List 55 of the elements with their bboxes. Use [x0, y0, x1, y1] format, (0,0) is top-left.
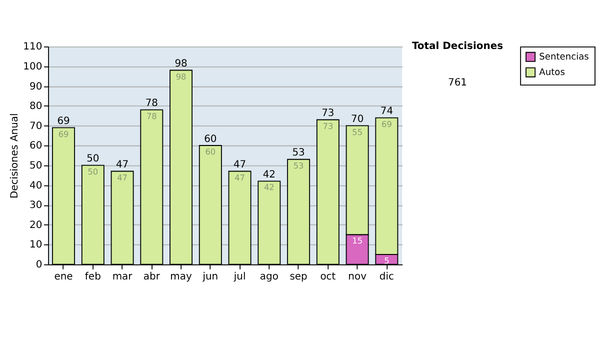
- y-tick-label: 10: [30, 240, 42, 251]
- y-axis-title: Decisiones Anual: [10, 113, 21, 198]
- data-label: 15: [352, 236, 363, 246]
- text: 761: [448, 78, 468, 89]
- text: Total Decisiones: [412, 41, 504, 52]
- y-tick-label: 70: [30, 120, 42, 132]
- data-label: 47: [234, 172, 245, 182]
- data-label: 47: [117, 172, 128, 182]
- total-label: 60: [204, 134, 217, 145]
- y-tick-label: 50: [30, 160, 42, 172]
- y-tick-label: 30: [30, 200, 42, 212]
- y-tick-label: 80: [30, 101, 42, 112]
- x-tick-label: feb: [84, 271, 101, 282]
- legend-label: Sentencias: [539, 52, 590, 63]
- x-tick-label: jun: [202, 271, 218, 282]
- total-label: 78: [145, 98, 158, 110]
- x-tick-label: mar: [112, 271, 134, 282]
- total-label: 69: [57, 116, 70, 128]
- x-tick-label: dic: [379, 271, 394, 282]
- y-tick-label: 90: [30, 81, 42, 92]
- y-tick-label: 100: [23, 61, 42, 72]
- total-label: 98: [174, 58, 188, 70]
- total-label: 50: [86, 154, 100, 165]
- data-label: 78: [146, 110, 157, 121]
- total-label: 74: [380, 106, 394, 118]
- x-tick-label: oct: [320, 271, 336, 282]
- x-tick-label: ene: [54, 271, 73, 282]
- total-label: 47: [116, 160, 129, 171]
- total-label: 70: [350, 114, 364, 126]
- data-label: 55: [352, 126, 363, 137]
- x-tick-label: may: [170, 271, 192, 282]
- y-tick-label: 0: [36, 260, 42, 271]
- data-label: 69: [58, 128, 69, 139]
- total-label: 47: [233, 160, 246, 171]
- total-label: 73: [322, 108, 334, 120]
- data-label: 73: [322, 120, 334, 131]
- total-label: 53: [292, 148, 305, 159]
- data-label: 98: [176, 71, 186, 82]
- x-tick-label: nov: [348, 271, 367, 282]
- data-label: 5: [384, 256, 390, 266]
- y-tick-label: 40: [30, 180, 42, 192]
- x-tick-label: abr: [143, 271, 161, 282]
- data-label: 60: [205, 146, 216, 157]
- data-label: 42: [264, 182, 274, 192]
- x-tick-label: sep: [290, 271, 308, 282]
- legend-label: Autos: [539, 68, 566, 78]
- y-tick-label: 110: [23, 42, 42, 53]
- x-tick-label: jul: [232, 271, 246, 282]
- x-tick-label: ago: [260, 271, 278, 282]
- data-label: 69: [382, 118, 392, 129]
- total-label: 42: [262, 170, 276, 181]
- data-label: 53: [293, 160, 304, 170]
- y-tick-label: 60: [30, 140, 42, 152]
- data-label: 50: [88, 166, 98, 176]
- y-tick-label: 20: [30, 220, 42, 231]
